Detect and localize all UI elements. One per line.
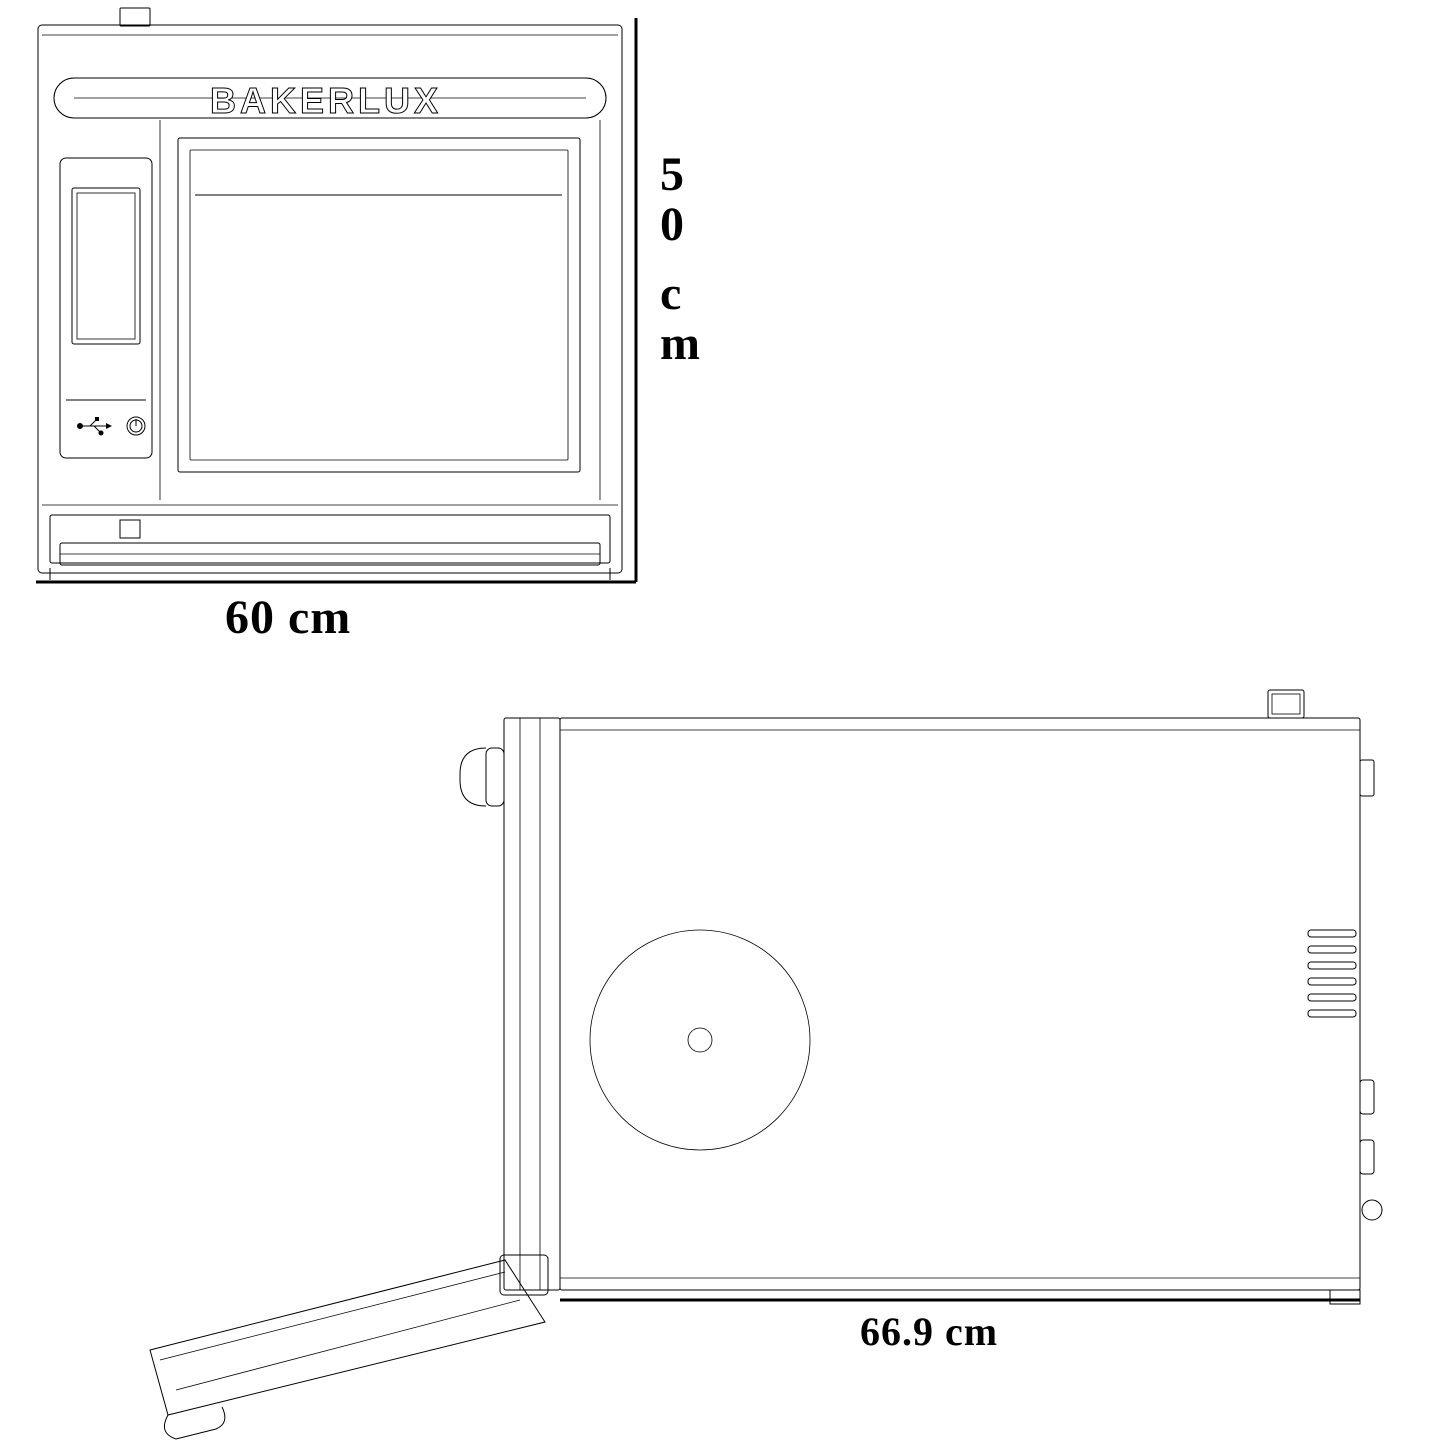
dimension-height-line: m: [660, 319, 720, 369]
side-view: [150, 690, 1382, 1439]
dimension-width-label: 60 cm: [225, 590, 351, 645]
dimension-height-line: 0: [660, 200, 720, 250]
dimension-height-line: 5: [660, 150, 720, 200]
brand-label: BAKERLUX: [210, 80, 442, 122]
diagram-canvas: BAKERLUX 60 cm 5 0 c m 66.9 cm: [0, 0, 1445, 1445]
dimension-depth-label: 66.9 cm: [860, 1308, 998, 1355]
line-drawing: [0, 0, 1445, 1445]
dimension-height-label: 5 0 c m: [660, 150, 720, 370]
dimension-height-line: c: [660, 269, 720, 319]
